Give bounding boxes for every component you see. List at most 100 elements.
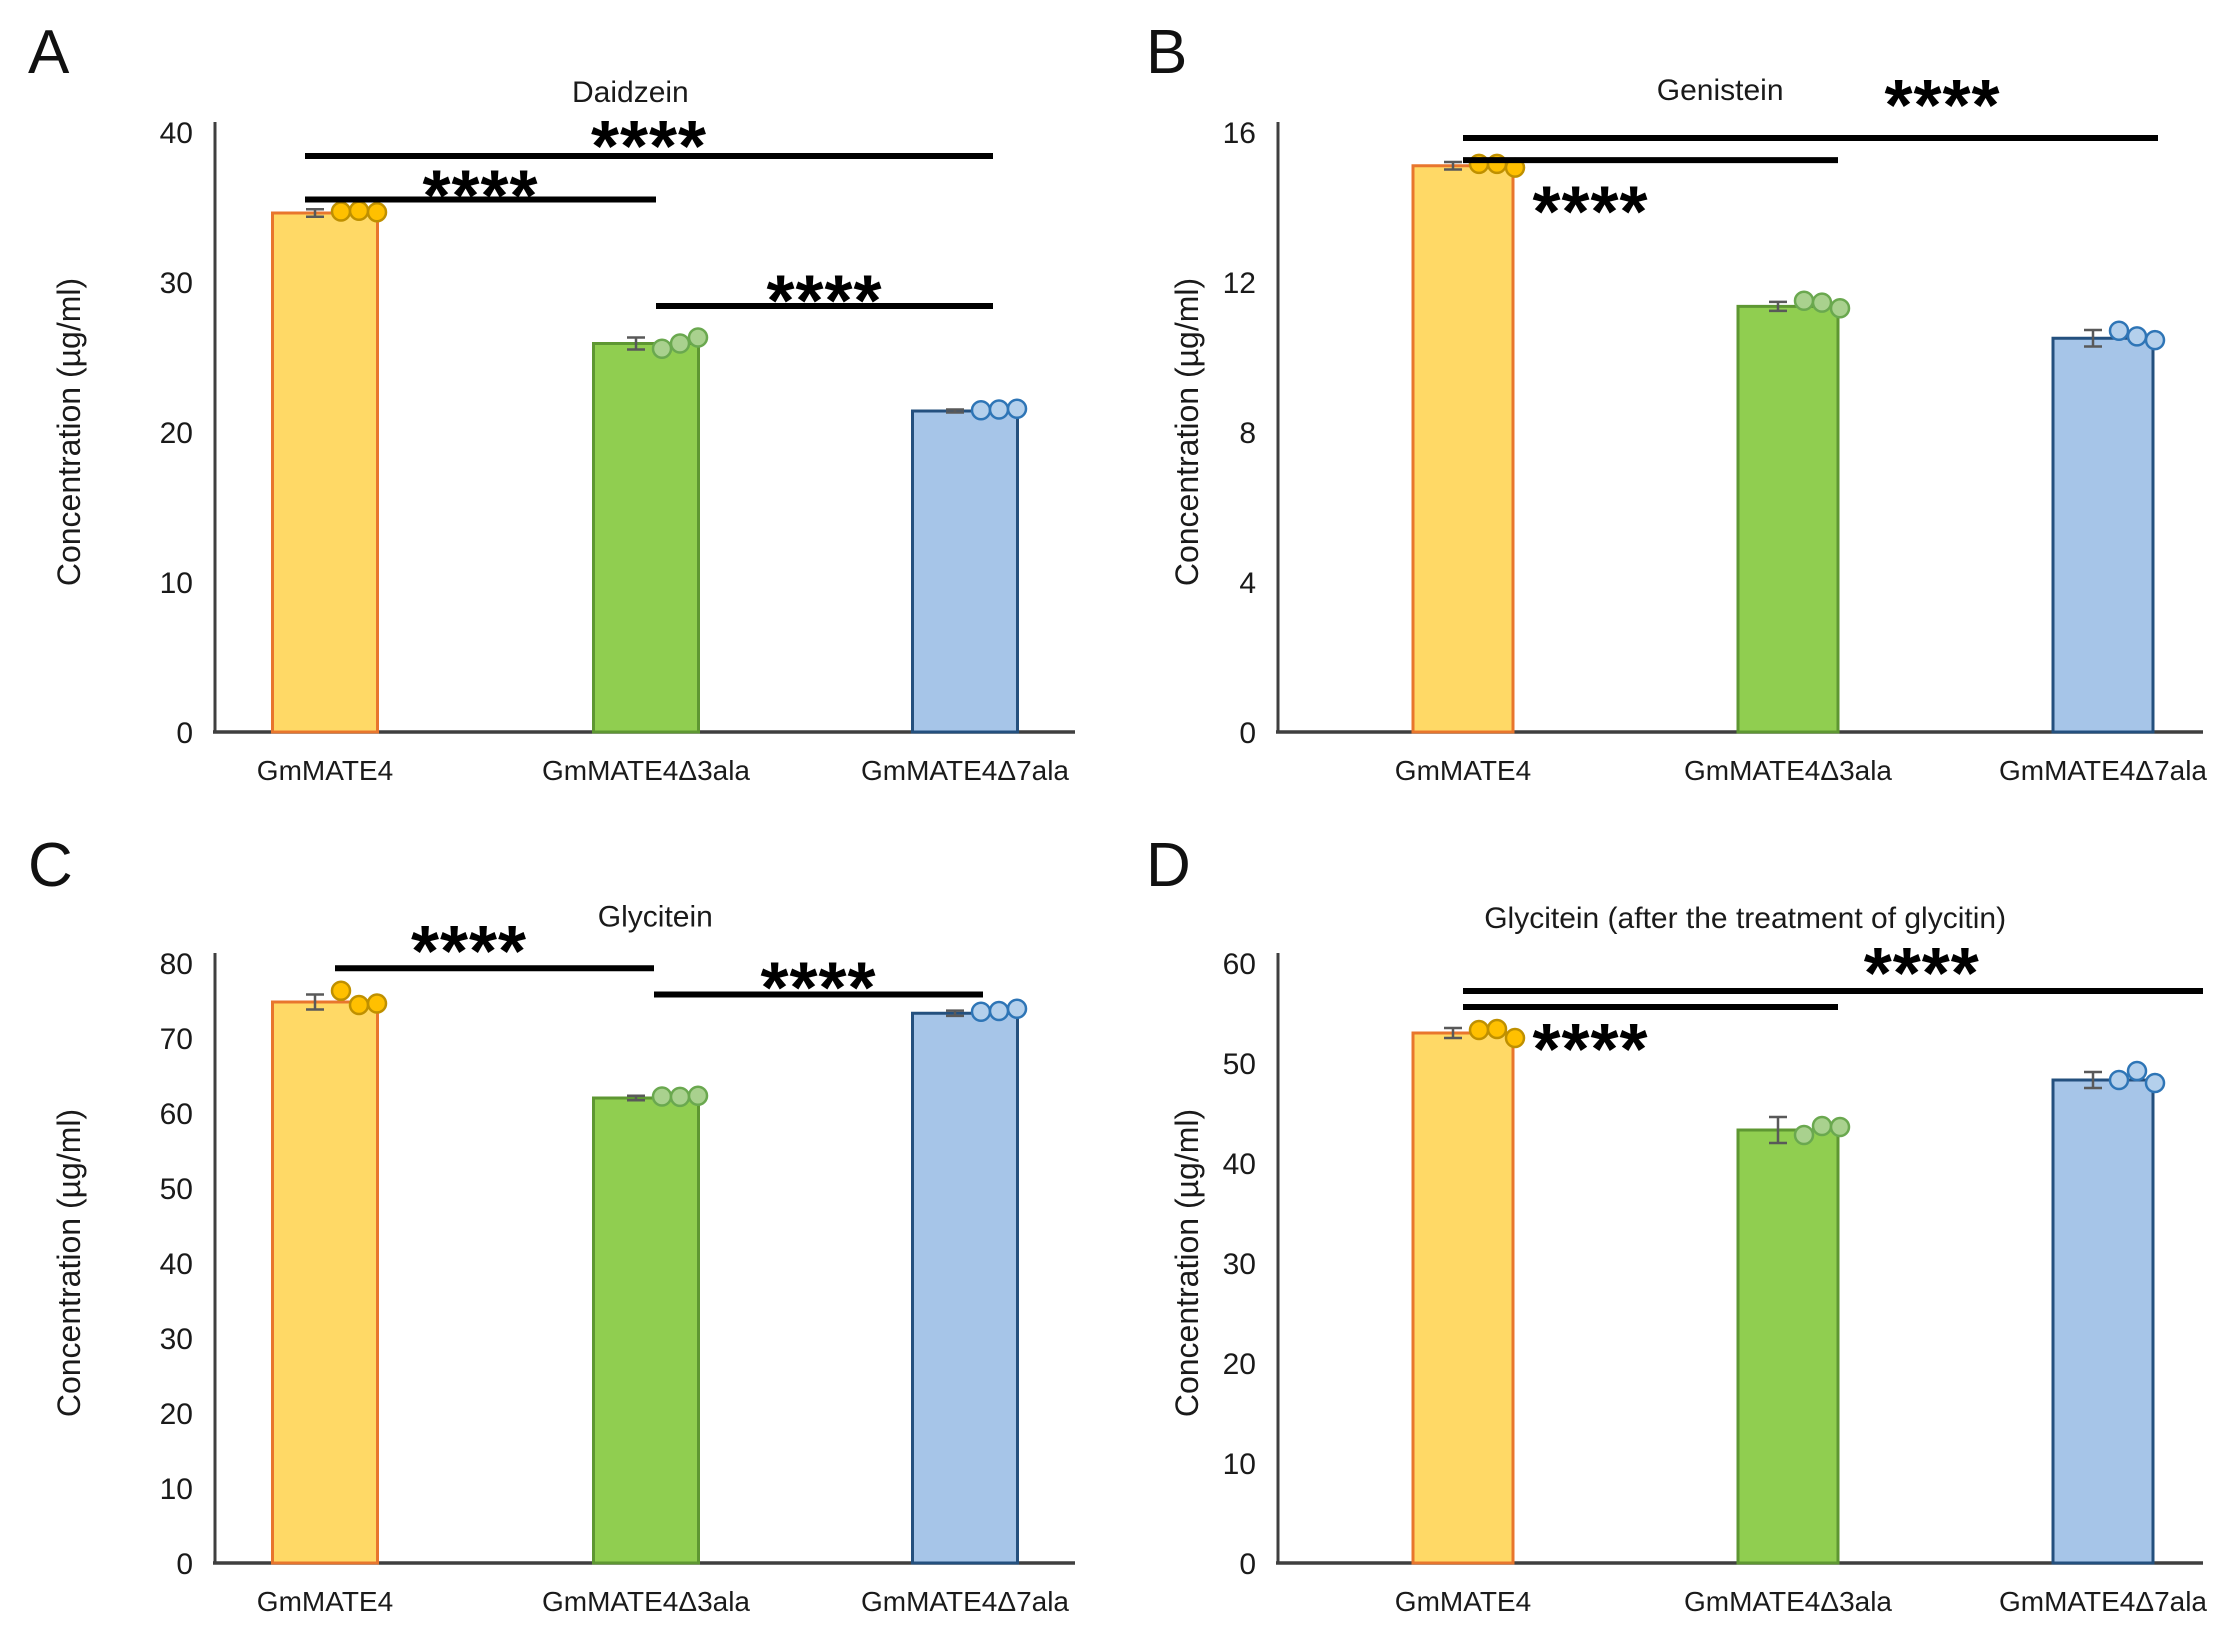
data-point <box>687 327 709 348</box>
genistein-bar-chart: Genistein 0 4 8 12 16 Concentration (µg/ml) GmM… <box>1169 66 2207 786</box>
bar-GmMATE4Δ3ala <box>1736 1128 1840 1565</box>
y-tick-label: 12 <box>1223 267 1256 300</box>
significance-stars: **** <box>1864 934 1980 1014</box>
panel-letter-c: C <box>28 831 73 900</box>
chart-title: Daidzein <box>572 76 689 109</box>
category-label: GmMATE4Δ7ala <box>861 1586 1069 1617</box>
panel-glycitein-after-glycitin: Glycitein (after the treatment of glycit… <box>1118 813 2236 1625</box>
bar-GmMATE4Δ7ala <box>911 409 1019 734</box>
bar-GmMATE4 <box>271 1000 379 1565</box>
significance-stars: **** <box>422 157 538 237</box>
data-point <box>687 1085 709 1106</box>
significance-stars: **** <box>591 107 707 187</box>
y-tick-label: 10 <box>160 567 193 600</box>
y-tick-label: 30 <box>160 1323 193 1356</box>
data-point <box>330 980 352 1001</box>
y-tick-label: 16 <box>1223 117 1256 150</box>
panel-letter-d: D <box>1146 831 1191 900</box>
category-label: GmMATE4 <box>257 1586 393 1617</box>
significance-stars: **** <box>766 262 882 342</box>
chart-title: Glycitein <box>598 900 713 933</box>
category-label: GmMATE4 <box>1395 755 1531 786</box>
bar-GmMATE4 <box>1411 164 1515 734</box>
data-point <box>1829 1116 1851 1138</box>
bar-GmMATE4Δ3ala <box>592 1096 700 1565</box>
data-point <box>348 200 370 221</box>
data-point <box>1793 1124 1815 1146</box>
data-point <box>669 1086 691 1108</box>
category-label: GmMATE4Δ3ala <box>1684 755 1892 786</box>
data-point <box>2144 329 2166 351</box>
panel-letter-a: A <box>28 18 70 87</box>
bar-GmMATE4Δ3ala <box>1736 304 1840 734</box>
panel-genistein: Genistein 0 4 8 12 16 Concentration (µg/ml) GmM… <box>1118 0 2236 812</box>
y-tick-label: 60 <box>160 1098 193 1131</box>
chart-title: Glycitein (after the treatment of glycit… <box>1484 902 2006 935</box>
panel-glycitein: Glycitein 0 10 20 30 40 50 60 70 80 Concentration … <box>0 813 1118 1625</box>
panel-daidzein: Daidzein 0 10 20 30 40 Concentration (µg/ml) Gm… <box>0 0 1118 812</box>
y-tick-label: 4 <box>1239 567 1256 600</box>
y-tick-label: 30 <box>160 267 193 300</box>
y-tick-label: 0 <box>176 717 193 750</box>
y-tick-label: 60 <box>1223 948 1256 981</box>
significance-stars: **** <box>760 949 876 1029</box>
significance-stars: **** <box>411 912 527 992</box>
glycitein-after-glycitin-bar-chart: Glycitein (after the treatment of glycit… <box>1169 902 2207 1617</box>
y-tick-label: 10 <box>160 1473 193 1506</box>
data-point <box>348 994 370 1016</box>
y-tick-label: 50 <box>1223 1048 1256 1081</box>
bar-GmMATE4Δ7ala <box>2051 1078 2155 1565</box>
category-label: GmMATE4Δ3ala <box>1684 1586 1892 1617</box>
y-tick-label: 0 <box>1239 717 1256 750</box>
y-axis-label: Concentration (µg/ml) <box>1169 1109 1205 1417</box>
bar-GmMATE4Δ7ala <box>2051 336 2155 734</box>
bar-GmMATE4Δ7ala <box>911 1011 1019 1565</box>
glycitein-bar-chart: Glycitein 0 10 20 30 40 50 60 70 80 Concentration … <box>51 900 1075 1617</box>
data-point <box>2126 1060 2148 1082</box>
data-point <box>1006 398 1028 419</box>
data-point <box>366 993 388 1014</box>
significance-stars: **** <box>1885 66 2001 146</box>
category-label: GmMATE4Δ7ala <box>861 755 1069 786</box>
data-point <box>1006 998 1028 1019</box>
data-point <box>2108 1069 2130 1091</box>
data-point <box>366 202 388 223</box>
category-label: GmMATE4Δ3ala <box>542 1586 750 1617</box>
data-point <box>1793 290 1815 311</box>
data-point <box>1504 1027 1526 1049</box>
y-tick-label: 8 <box>1239 417 1256 450</box>
y-tick-label: 20 <box>1223 1348 1256 1381</box>
data-point <box>651 1086 673 1107</box>
data-point <box>970 400 992 421</box>
y-tick-label: 40 <box>160 117 193 150</box>
y-axis-label: Concentration (µg/ml) <box>51 278 87 586</box>
y-tick-label: 0 <box>176 1548 193 1581</box>
y-axis-label: Concentration (µg/ml) <box>1169 278 1205 586</box>
data-point <box>1468 1019 1490 1041</box>
y-tick-label: 40 <box>160 1248 193 1281</box>
data-point <box>2144 1072 2166 1094</box>
data-point <box>988 399 1010 420</box>
bar-GmMATE4 <box>1411 1031 1515 1565</box>
y-tick-label: 20 <box>160 417 193 450</box>
data-point <box>1811 1115 1833 1137</box>
data-point <box>988 1000 1010 1022</box>
chart-title: Genistein <box>1657 74 1784 107</box>
y-tick-label: 30 <box>1223 1248 1256 1281</box>
data-point <box>330 201 352 222</box>
bar-GmMATE4 <box>271 211 379 734</box>
significance-stars: **** <box>1532 1010 1648 1090</box>
data-point <box>2108 320 2130 341</box>
data-point <box>1829 298 1851 319</box>
category-label: GmMATE4Δ3ala <box>542 755 750 786</box>
data-point <box>669 333 691 354</box>
y-tick-label: 10 <box>1223 1448 1256 1481</box>
panel-letter-b: B <box>1146 18 1188 87</box>
data-point <box>2126 326 2148 347</box>
y-tick-label: 80 <box>160 948 193 981</box>
data-point <box>970 1001 992 1022</box>
category-label: GmMATE4 <box>1395 1586 1531 1617</box>
y-tick-label: 0 <box>1239 1548 1256 1581</box>
y-tick-label: 20 <box>160 1398 193 1431</box>
bar-GmMATE4Δ3ala <box>592 342 700 734</box>
